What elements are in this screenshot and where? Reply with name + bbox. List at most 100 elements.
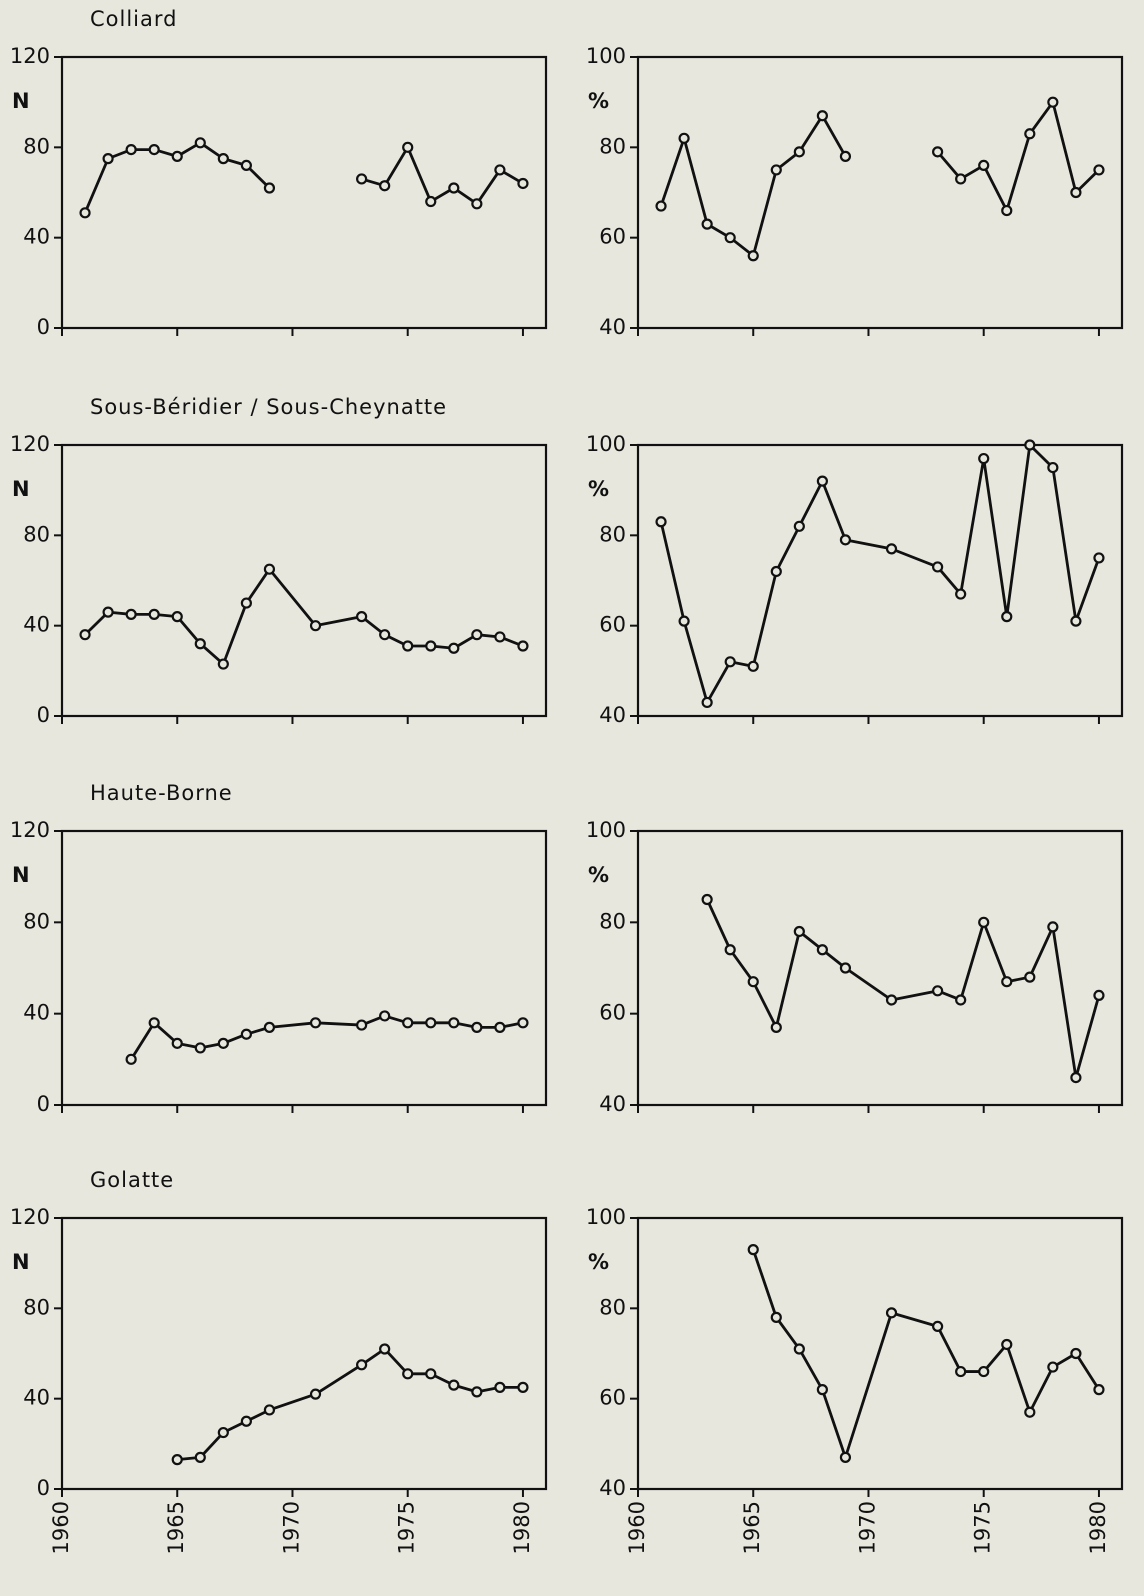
data-point (747, 660, 759, 672)
data-point (448, 1017, 460, 1029)
data-point (770, 164, 782, 176)
y-tick-label: 60 (599, 613, 626, 637)
data-point (932, 1320, 944, 1333)
y-tick-label: 120 (10, 432, 50, 456)
data-point (955, 994, 967, 1006)
data-point (793, 1343, 805, 1355)
x-tick-label: 1975 (395, 1501, 419, 1554)
y-axis-label: N (12, 477, 30, 501)
y-tick-label: 100 (586, 44, 626, 68)
data-point (701, 218, 713, 230)
data-line (177, 1347, 523, 1462)
data-point (240, 159, 252, 171)
data-point (816, 110, 828, 122)
data-point (770, 1311, 782, 1323)
data-point (494, 164, 506, 176)
plot-frame (60, 829, 548, 1107)
panel: % 40 60 80 100 (586, 818, 1124, 1116)
data-point (955, 1365, 967, 1378)
data-point (448, 1379, 460, 1391)
data-point (425, 195, 437, 208)
data-point (1070, 1347, 1082, 1360)
data-point (402, 1368, 414, 1380)
data-point (356, 173, 368, 185)
plot-frame (60, 443, 548, 718)
y-tick-label: 40 (599, 703, 626, 727)
x-tick-label: 1970 (279, 1501, 303, 1554)
data-point (770, 1021, 782, 1033)
data-point (263, 1404, 276, 1416)
panel: Sous-Béridier / Sous-Cheynatte N 0 40 80 120 (10, 395, 548, 727)
data-point (79, 629, 91, 641)
y-axis-label: % (588, 89, 609, 113)
x-tick-label: 1980 (510, 1501, 534, 1554)
data-point (1047, 1361, 1059, 1373)
y-tick-label: 40 (599, 1476, 626, 1500)
data-point (1070, 615, 1082, 627)
data-point (102, 153, 114, 165)
y-tick-label: 80 (23, 134, 50, 158)
data-line (705, 898, 1101, 1079)
data-point (402, 141, 414, 153)
data-point (148, 143, 160, 156)
y-tick-label: 120 (10, 818, 50, 842)
y-tick-label: 40 (599, 315, 626, 339)
data-point (240, 1415, 252, 1427)
data-point (655, 200, 667, 212)
data-point (448, 642, 460, 654)
data-point (1024, 128, 1036, 140)
y-tick-label: 40 (23, 613, 50, 637)
y-tick-label: 60 (599, 225, 626, 249)
data-point (955, 588, 967, 600)
data-point (471, 1386, 483, 1398)
y-tick-label: 40 (23, 225, 50, 249)
data-point (747, 976, 759, 988)
data-point (1001, 976, 1013, 988)
data-point (885, 1307, 898, 1319)
plot-frame (636, 1216, 1124, 1491)
y-tick-label: 80 (599, 522, 626, 546)
y-tick-label: 40 (23, 1386, 50, 1410)
y-axis-label: % (588, 863, 609, 887)
data-point (978, 1365, 990, 1378)
y-tick-label: 0 (37, 315, 50, 339)
y-tick-label: 0 (37, 703, 50, 727)
x-tick-label: 1980 (1086, 1501, 1110, 1554)
data-point (978, 916, 990, 928)
data-point (839, 534, 852, 546)
data-point (816, 944, 828, 956)
data-point (171, 150, 183, 162)
data-point (125, 608, 137, 620)
y-tick-label: 80 (599, 1295, 626, 1319)
data-point (839, 962, 852, 974)
data-point (217, 1037, 229, 1049)
data-point (517, 640, 529, 652)
x-tick-label: 1960 (625, 1501, 649, 1554)
data-point (1093, 1384, 1105, 1396)
data-point (1001, 1338, 1013, 1351)
data-line (751, 1249, 1101, 1459)
x-tick-label: 1960 (49, 1501, 73, 1554)
data-point (978, 452, 990, 465)
data-point (1093, 552, 1105, 564)
y-axis-label: % (588, 1250, 609, 1274)
data-line (659, 100, 1100, 258)
data-point (839, 1451, 852, 1463)
data-point (263, 563, 276, 575)
y-tick-label: 100 (586, 1205, 626, 1229)
panel: Golatte N 0 40 80 120 1960 1965 1970 1975 1980 (10, 1168, 548, 1554)
data-point (816, 475, 828, 487)
data-point (816, 1384, 828, 1396)
data-point (379, 1010, 391, 1022)
data-point (171, 1037, 183, 1049)
data-point (701, 696, 713, 709)
data-point (240, 1028, 252, 1040)
data-point (747, 250, 759, 262)
panel-title: Sous-Béridier / Sous-Cheynatte (90, 395, 447, 419)
y-tick-label: 100 (586, 432, 626, 456)
data-point (885, 543, 898, 555)
data-point (356, 611, 368, 623)
data-point (885, 994, 898, 1006)
data-point (678, 615, 690, 627)
